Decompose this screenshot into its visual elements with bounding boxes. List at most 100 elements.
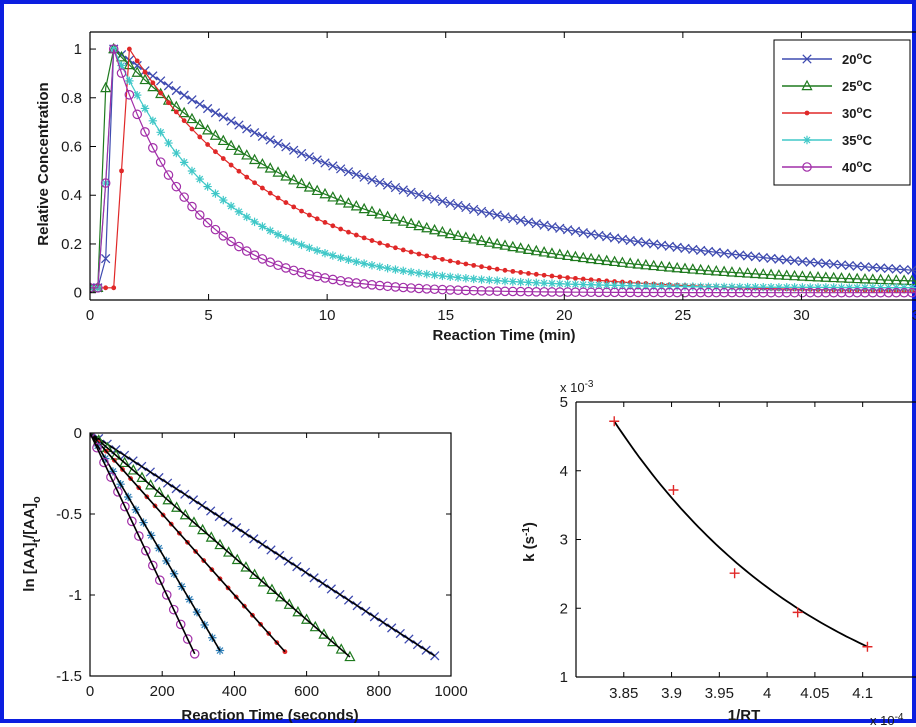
data-point	[227, 202, 235, 210]
data-point	[385, 243, 390, 248]
data-point	[462, 203, 470, 211]
data-point	[516, 278, 524, 286]
y-tick-label: 2	[560, 600, 568, 617]
data-point	[352, 258, 360, 266]
data-point	[297, 241, 305, 249]
data-point	[227, 117, 235, 125]
data-point	[344, 256, 352, 264]
data-point	[180, 91, 188, 99]
data-point	[540, 279, 548, 287]
legend-marker	[803, 136, 811, 144]
data-point	[501, 213, 509, 221]
legend-label-main: 35	[842, 133, 856, 148]
data-point	[243, 213, 251, 221]
y-title-main: k (s	[521, 536, 538, 562]
x-tick-label: 4.1	[852, 685, 873, 702]
data-point	[266, 226, 274, 234]
x-tick-label: 4	[763, 685, 771, 702]
data-point	[276, 196, 281, 201]
data-point	[297, 149, 305, 157]
data-point	[149, 117, 157, 125]
legend-label-tail: C	[863, 160, 873, 175]
data-point	[565, 275, 570, 280]
data-point	[127, 47, 132, 52]
data-point	[305, 244, 313, 252]
data-point	[793, 607, 803, 617]
y-tick-label: 5	[560, 394, 568, 411]
data-point	[196, 175, 204, 183]
x-tick-label: 25	[675, 307, 692, 324]
data-point	[377, 241, 382, 246]
data-point	[166, 100, 171, 105]
fit-line	[90, 433, 285, 652]
y-title-tail: )	[521, 522, 538, 527]
x-tick-label: 15	[437, 307, 454, 324]
data-point	[454, 201, 462, 209]
data-point	[237, 169, 242, 174]
data-point	[532, 279, 540, 287]
data-point	[274, 230, 282, 238]
data-point	[430, 195, 438, 203]
data-point	[111, 285, 116, 290]
data-point	[376, 263, 384, 271]
y-axis-title: ln [AA]t/[AA]o	[21, 496, 43, 592]
data-point	[150, 80, 155, 85]
data-point	[283, 200, 288, 205]
fit-curve	[614, 421, 867, 646]
data-point	[548, 279, 556, 287]
y-multiplier-exp: -3	[585, 379, 594, 390]
data-point	[423, 270, 431, 278]
y-tick-label: -1	[69, 587, 82, 604]
legend-label-tail: C	[863, 106, 873, 121]
data-point	[415, 190, 423, 198]
y-tick-label: 0.8	[61, 90, 82, 107]
data-point	[477, 275, 485, 283]
data-point	[370, 238, 375, 243]
y-tick-label: -0.5	[56, 506, 82, 523]
data-point	[368, 261, 376, 269]
data-point	[250, 128, 258, 136]
data-point	[282, 143, 290, 151]
data-point	[182, 118, 187, 123]
y-tick-label: 0	[74, 285, 82, 302]
series-4	[86, 429, 199, 658]
data-point	[252, 180, 257, 185]
data-point	[368, 176, 376, 184]
data-point	[329, 162, 337, 170]
data-point	[190, 127, 195, 132]
y-tick-label: 0	[74, 425, 82, 442]
data-point	[174, 110, 179, 115]
data-point	[456, 260, 461, 265]
x-tick-label: 600	[294, 683, 319, 700]
data-point	[516, 216, 524, 224]
data-point	[290, 237, 298, 245]
x-tick-label: 3.9	[661, 685, 682, 702]
plot-area	[85, 428, 439, 661]
data-point	[573, 276, 578, 281]
data-point	[495, 267, 500, 272]
data-point	[446, 199, 454, 207]
data-point	[141, 104, 149, 112]
data-point	[479, 264, 484, 269]
data-point	[391, 265, 399, 273]
x-tick-label: 0	[86, 307, 94, 324]
data-point	[180, 158, 188, 166]
y-multiplier-base: x 10	[560, 380, 585, 395]
data-point	[268, 191, 273, 196]
data-point	[487, 266, 492, 271]
y-axis-title: Relative Concentration	[35, 82, 52, 245]
data-point	[383, 181, 391, 189]
data-point	[221, 156, 226, 161]
data-point	[407, 188, 415, 196]
series-3	[86, 429, 224, 655]
data-point	[424, 253, 429, 258]
data-point	[493, 211, 501, 219]
x-axis-title: 1/RT	[728, 707, 761, 724]
data-point	[463, 262, 468, 267]
data-point	[401, 248, 406, 253]
legend-label-main: 25	[842, 79, 856, 94]
data-point	[430, 271, 438, 279]
y-tick-label: -1.5	[56, 668, 82, 685]
x-axis-title: Reaction Time (seconds)	[181, 707, 358, 724]
